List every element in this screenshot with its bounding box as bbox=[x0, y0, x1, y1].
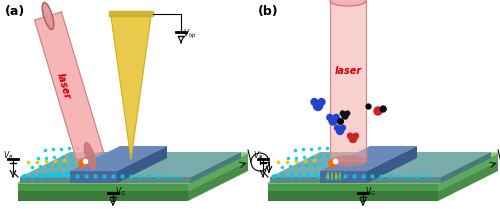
Polygon shape bbox=[113, 177, 191, 183]
Polygon shape bbox=[18, 153, 248, 183]
Circle shape bbox=[380, 106, 386, 112]
Ellipse shape bbox=[330, 0, 366, 6]
Circle shape bbox=[314, 102, 322, 111]
Text: $V_G$: $V_G$ bbox=[115, 185, 126, 198]
Polygon shape bbox=[70, 146, 167, 171]
Circle shape bbox=[342, 113, 348, 119]
Text: $V_B$: $V_B$ bbox=[3, 149, 13, 162]
Polygon shape bbox=[268, 153, 498, 183]
Text: $V_{tip}$: $V_{tip}$ bbox=[183, 27, 197, 41]
Ellipse shape bbox=[330, 156, 366, 166]
Text: laser: laser bbox=[334, 66, 361, 76]
Polygon shape bbox=[270, 152, 375, 177]
Polygon shape bbox=[188, 161, 248, 201]
Circle shape bbox=[251, 153, 269, 171]
Polygon shape bbox=[18, 161, 248, 191]
Polygon shape bbox=[70, 171, 117, 183]
Polygon shape bbox=[325, 152, 375, 183]
Polygon shape bbox=[438, 153, 498, 191]
Circle shape bbox=[348, 133, 353, 139]
Circle shape bbox=[374, 107, 382, 115]
Polygon shape bbox=[268, 191, 438, 201]
Polygon shape bbox=[188, 153, 248, 191]
Polygon shape bbox=[191, 152, 241, 183]
Polygon shape bbox=[75, 152, 125, 183]
Circle shape bbox=[311, 99, 318, 105]
Circle shape bbox=[353, 133, 358, 139]
Polygon shape bbox=[438, 161, 498, 201]
Polygon shape bbox=[320, 171, 367, 183]
Circle shape bbox=[327, 114, 333, 120]
Polygon shape bbox=[268, 161, 498, 191]
Polygon shape bbox=[363, 177, 441, 183]
Polygon shape bbox=[18, 153, 248, 183]
Polygon shape bbox=[320, 146, 417, 171]
Polygon shape bbox=[441, 152, 491, 183]
Circle shape bbox=[340, 111, 345, 116]
Polygon shape bbox=[363, 152, 491, 177]
Polygon shape bbox=[268, 183, 438, 191]
Ellipse shape bbox=[42, 3, 54, 29]
Ellipse shape bbox=[84, 143, 96, 169]
Polygon shape bbox=[20, 177, 75, 183]
Polygon shape bbox=[268, 153, 498, 183]
Text: $V_B$: $V_B$ bbox=[253, 149, 264, 162]
Polygon shape bbox=[18, 183, 188, 191]
Text: laser: laser bbox=[54, 71, 72, 101]
Circle shape bbox=[318, 99, 325, 105]
Circle shape bbox=[334, 125, 340, 130]
Polygon shape bbox=[18, 191, 188, 201]
Polygon shape bbox=[330, 1, 366, 161]
Polygon shape bbox=[117, 146, 167, 183]
Text: (b): (b) bbox=[258, 5, 278, 18]
Text: I: I bbox=[258, 157, 262, 167]
Circle shape bbox=[345, 111, 350, 116]
Circle shape bbox=[350, 135, 356, 143]
Polygon shape bbox=[111, 16, 151, 159]
Circle shape bbox=[333, 114, 339, 120]
Circle shape bbox=[340, 125, 345, 130]
Text: (a): (a) bbox=[5, 5, 25, 18]
Polygon shape bbox=[113, 152, 241, 177]
Polygon shape bbox=[20, 152, 125, 177]
Circle shape bbox=[329, 117, 337, 125]
Circle shape bbox=[336, 127, 344, 135]
Polygon shape bbox=[270, 177, 325, 183]
Polygon shape bbox=[109, 11, 153, 16]
Text: $V_G$: $V_G$ bbox=[365, 185, 376, 198]
Polygon shape bbox=[34, 12, 103, 160]
Polygon shape bbox=[367, 146, 417, 183]
